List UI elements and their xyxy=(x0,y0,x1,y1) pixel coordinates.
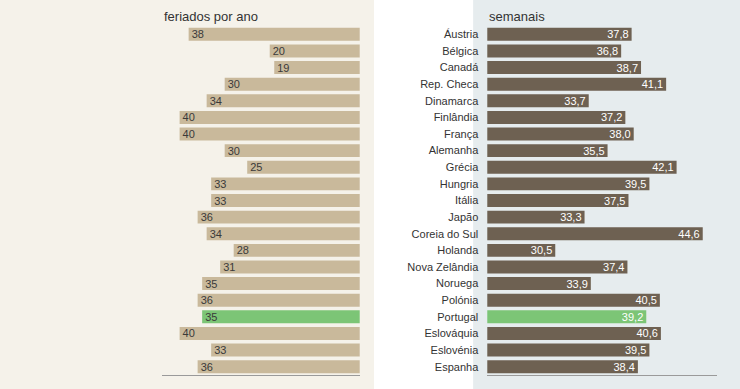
svg-text:37,2: 37,2 xyxy=(601,111,622,123)
svg-text:Bélgica: Bélgica xyxy=(442,45,479,57)
svg-text:37,4: 37,4 xyxy=(603,261,624,273)
svg-text:Grécia: Grécia xyxy=(446,161,479,173)
svg-text:40: 40 xyxy=(183,327,195,339)
svg-text:Itália: Itália xyxy=(455,194,479,206)
svg-text:38,7: 38,7 xyxy=(617,62,638,74)
svg-text:33,7: 33,7 xyxy=(564,95,585,107)
svg-text:Polónia: Polónia xyxy=(442,294,480,306)
svg-text:30,5: 30,5 xyxy=(531,244,552,256)
svg-text:39,2: 39,2 xyxy=(622,311,643,323)
svg-text:35: 35 xyxy=(205,311,217,323)
svg-text:40,5: 40,5 xyxy=(635,294,656,306)
svg-text:35: 35 xyxy=(205,278,217,290)
svg-text:40,6: 40,6 xyxy=(636,327,657,339)
svg-text:França: França xyxy=(444,128,479,140)
svg-text:28: 28 xyxy=(237,244,249,256)
svg-text:38: 38 xyxy=(192,28,204,40)
svg-text:Rep. Checa: Rep. Checa xyxy=(420,78,479,90)
svg-text:37,5: 37,5 xyxy=(604,195,625,207)
svg-text:Holanda: Holanda xyxy=(437,244,479,256)
svg-text:38,4: 38,4 xyxy=(613,361,634,373)
svg-text:31: 31 xyxy=(223,261,235,273)
svg-text:Eslovénia: Eslovénia xyxy=(431,344,480,356)
svg-text:39,5: 39,5 xyxy=(625,344,646,356)
svg-text:36,8: 36,8 xyxy=(597,45,618,57)
svg-text:42,1: 42,1 xyxy=(652,161,673,173)
svg-text:33,9: 33,9 xyxy=(566,278,587,290)
svg-text:44,6: 44,6 xyxy=(678,228,699,240)
svg-text:Áustria: Áustria xyxy=(444,28,479,40)
svg-text:Japão: Japão xyxy=(448,211,478,223)
svg-text:Portugal: Portugal xyxy=(437,311,478,323)
svg-text:36: 36 xyxy=(201,361,213,373)
svg-text:20: 20 xyxy=(273,45,285,57)
svg-text:19: 19 xyxy=(277,62,289,74)
svg-text:Dinamarca: Dinamarca xyxy=(425,95,479,107)
svg-text:semanais: semanais xyxy=(489,9,545,24)
svg-text:Nova Zelândia: Nova Zelândia xyxy=(407,261,479,273)
svg-text:41,1: 41,1 xyxy=(642,78,663,90)
svg-text:39,5: 39,5 xyxy=(625,178,646,190)
svg-text:Canadá: Canadá xyxy=(440,61,479,73)
svg-text:feriados por ano: feriados por ano xyxy=(164,9,258,24)
svg-text:38,0: 38,0 xyxy=(609,128,630,140)
svg-text:36: 36 xyxy=(201,294,213,306)
svg-text:36: 36 xyxy=(201,211,213,223)
svg-text:30: 30 xyxy=(228,78,240,90)
svg-text:33,3: 33,3 xyxy=(560,211,581,223)
svg-text:Espanha: Espanha xyxy=(435,361,479,373)
svg-text:33: 33 xyxy=(214,195,226,207)
svg-text:Hungria: Hungria xyxy=(440,178,479,190)
svg-text:37,8: 37,8 xyxy=(607,28,628,40)
svg-text:25: 25 xyxy=(250,161,262,173)
svg-text:40: 40 xyxy=(183,111,195,123)
svg-text:34: 34 xyxy=(210,95,222,107)
svg-text:34: 34 xyxy=(210,228,222,240)
svg-text:33: 33 xyxy=(214,344,226,356)
svg-text:33: 33 xyxy=(214,178,226,190)
svg-text:Noruega: Noruega xyxy=(436,277,479,289)
svg-text:Finlândia: Finlândia xyxy=(434,111,480,123)
svg-text:Eslováquia: Eslováquia xyxy=(424,327,479,339)
svg-text:35,5: 35,5 xyxy=(583,145,604,157)
svg-text:Alemanha: Alemanha xyxy=(429,144,479,156)
svg-text:40: 40 xyxy=(183,128,195,140)
svg-text:30: 30 xyxy=(228,145,240,157)
svg-text:Coreia do Sul: Coreia do Sul xyxy=(412,228,479,240)
